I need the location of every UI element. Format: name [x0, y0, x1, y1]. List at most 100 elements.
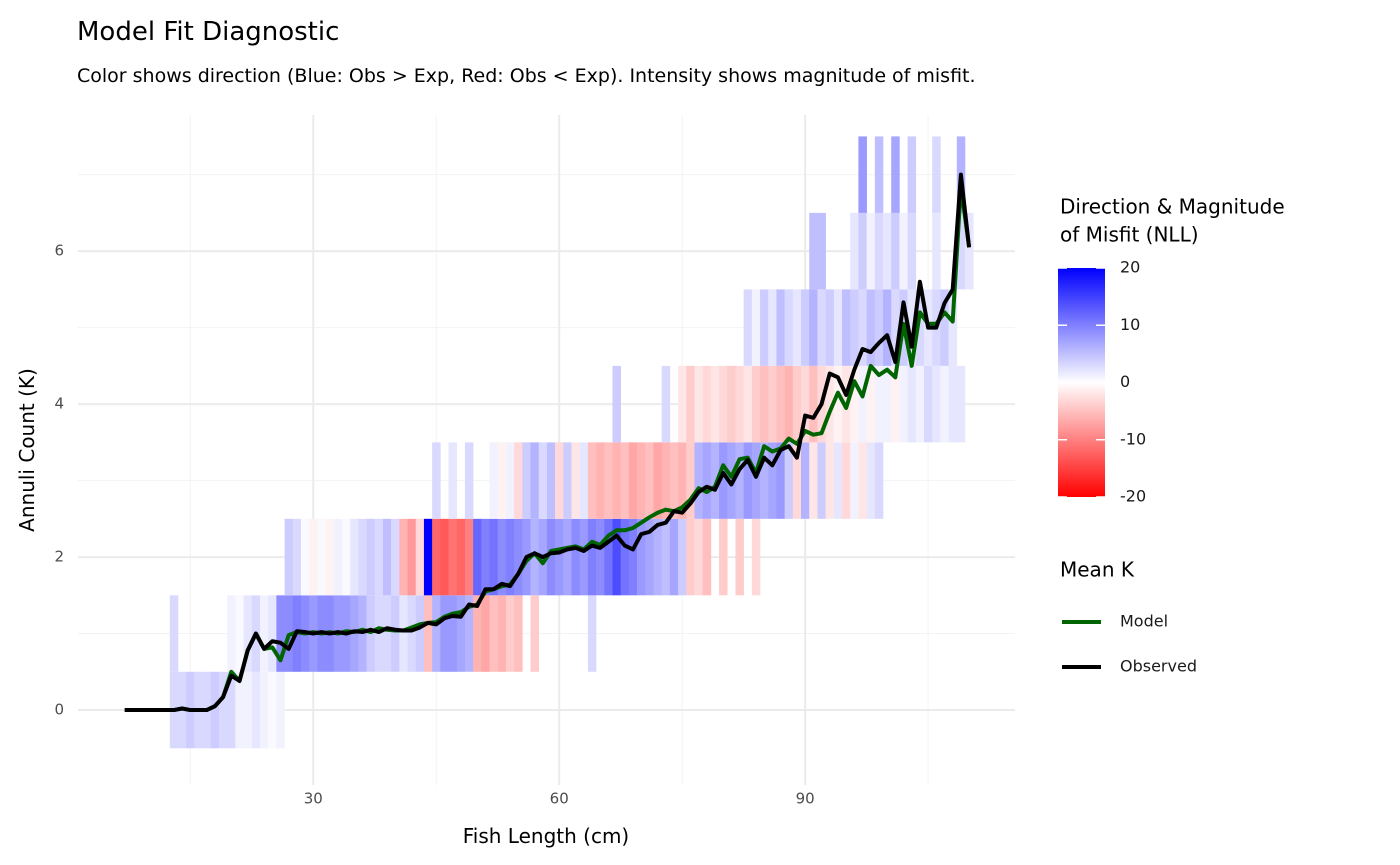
tile — [776, 289, 785, 366]
tile — [907, 212, 917, 290]
tile — [432, 518, 441, 596]
tile — [505, 595, 515, 672]
tile — [587, 595, 597, 672]
tile — [751, 365, 761, 443]
tile — [686, 518, 695, 596]
tile — [850, 289, 859, 366]
tile — [300, 518, 310, 596]
tile — [743, 442, 753, 519]
tile — [760, 289, 769, 366]
tile — [883, 212, 892, 290]
tile — [546, 442, 556, 519]
tile — [317, 518, 326, 596]
tile — [374, 518, 384, 596]
tile — [833, 365, 843, 443]
tile — [694, 442, 703, 519]
tile — [637, 442, 646, 519]
x-tick-label: 60 — [550, 790, 569, 808]
tile — [415, 518, 425, 596]
tile — [768, 365, 777, 443]
tile — [899, 365, 908, 443]
tile — [325, 518, 335, 596]
tile — [628, 518, 638, 596]
tile — [850, 365, 859, 443]
line-legend-title: Mean K — [1060, 558, 1135, 582]
tile — [907, 136, 917, 213]
tile — [948, 365, 958, 443]
tile — [874, 365, 884, 443]
tile — [243, 595, 253, 672]
colorbar-tick-label: 0 — [1120, 372, 1130, 391]
tile — [530, 442, 540, 519]
tile — [702, 442, 712, 519]
tile — [440, 595, 449, 672]
tile — [784, 365, 794, 443]
tile — [809, 212, 818, 290]
tile — [259, 671, 269, 749]
tile — [768, 289, 777, 366]
tile — [751, 442, 761, 519]
tile — [661, 518, 671, 596]
tile — [399, 518, 408, 596]
y-tick-label: 0 — [54, 701, 64, 719]
tile — [382, 518, 392, 596]
tile — [489, 518, 499, 596]
tile — [219, 671, 228, 749]
tile — [538, 442, 548, 519]
colorbar-tick-label: -10 — [1120, 429, 1146, 448]
tile — [227, 671, 236, 749]
tile — [587, 442, 597, 519]
tile — [891, 365, 900, 443]
tile — [891, 212, 900, 290]
tile — [522, 442, 531, 519]
tile — [669, 442, 679, 519]
tile — [579, 518, 589, 596]
tile — [456, 518, 466, 596]
y-tick-label: 6 — [54, 242, 64, 260]
tile — [407, 595, 417, 672]
tile — [227, 595, 236, 672]
tile — [858, 212, 867, 290]
tile — [686, 442, 695, 519]
tile — [809, 289, 818, 366]
tile — [686, 365, 695, 443]
tile — [866, 212, 876, 290]
tile — [464, 518, 474, 596]
y-tick-label: 2 — [54, 548, 64, 566]
tile — [423, 595, 433, 672]
tile — [653, 442, 662, 519]
tile — [366, 518, 376, 596]
tile — [776, 365, 785, 443]
tile — [932, 365, 941, 443]
tile — [391, 518, 400, 596]
tile — [604, 442, 613, 519]
tile — [669, 518, 679, 596]
tile — [866, 442, 876, 519]
tile — [809, 365, 818, 443]
tile — [825, 442, 835, 519]
tile — [842, 442, 851, 519]
tile — [915, 365, 925, 443]
tile — [514, 518, 523, 596]
legend-label: Model — [1120, 612, 1168, 631]
tile — [653, 518, 662, 596]
tile — [391, 595, 400, 672]
tile — [792, 442, 802, 519]
tile — [907, 289, 917, 366]
tile — [702, 365, 712, 443]
tile — [801, 289, 810, 366]
tile — [489, 442, 499, 519]
tile — [956, 212, 966, 290]
tile — [637, 518, 646, 596]
tile — [932, 136, 941, 213]
tile — [964, 212, 974, 290]
tile — [309, 518, 318, 596]
tile — [497, 518, 507, 596]
tile — [448, 518, 458, 596]
tile — [464, 442, 474, 519]
tile — [874, 442, 884, 519]
tile — [546, 518, 556, 596]
tile — [833, 442, 843, 519]
tile — [874, 212, 884, 290]
tile — [751, 518, 761, 596]
